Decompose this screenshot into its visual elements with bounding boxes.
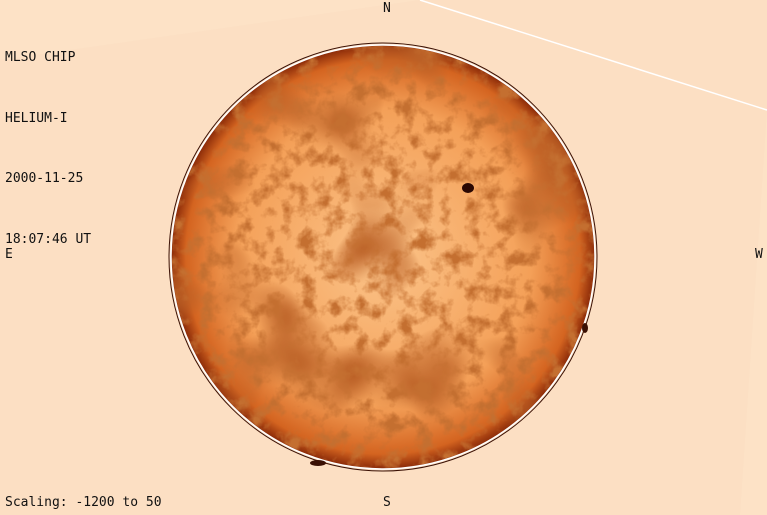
image-info: MLSO CHIP HELIUM-I 2000-11-25 18:07:46 U… (5, 8, 91, 270)
sunspot (462, 183, 474, 193)
north-label: N (383, 1, 391, 16)
east-label: E (5, 247, 13, 262)
prominence (310, 460, 326, 466)
scaling-label: Scaling: -1200 to 50 (5, 495, 162, 510)
frame-line (419, 0, 767, 111)
date-label: 2000-11-25 (5, 171, 84, 186)
prominence (582, 323, 588, 333)
west-label: W (755, 247, 763, 262)
south-label: S (383, 495, 391, 510)
limb (170, 44, 596, 470)
limb-outer (168, 42, 598, 472)
instrument-label: MLSO CHIP (5, 50, 76, 65)
time-label: 18:07:46 UT (5, 231, 92, 247)
wavelength-label: HELIUM-I (5, 110, 68, 126)
